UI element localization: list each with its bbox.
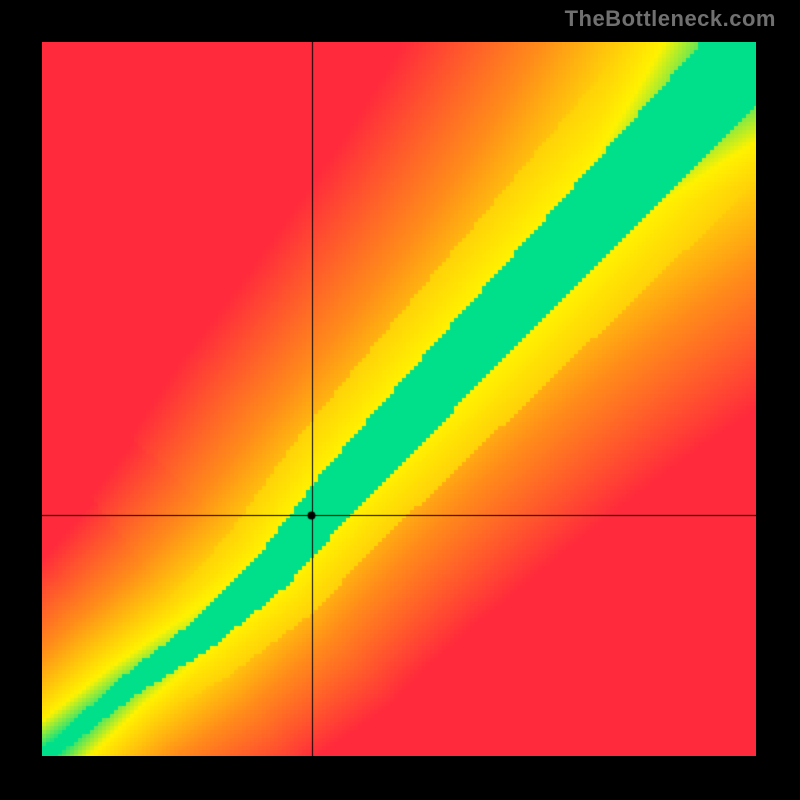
chart-frame: TheBottleneck.com xyxy=(0,0,800,800)
plot-area xyxy=(42,42,756,756)
heatmap-canvas xyxy=(42,42,756,756)
attribution-text: TheBottleneck.com xyxy=(565,6,776,32)
